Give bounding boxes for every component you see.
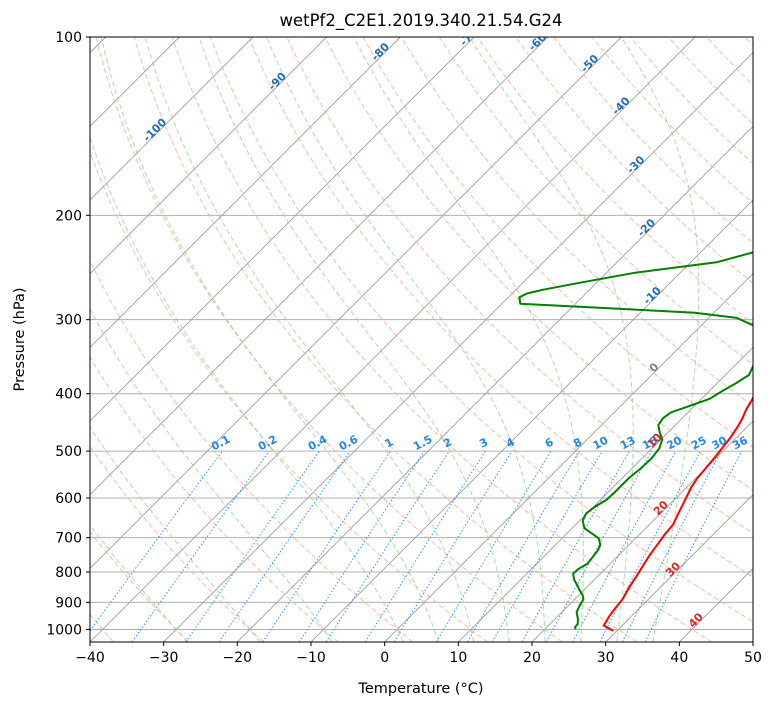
y-tick-label: 900 (55, 595, 82, 611)
moist-adiabat-line (620, 37, 700, 642)
isotherm-line (237, 125, 753, 642)
temperature-line (602, 395, 753, 632)
mixing-ratio-line (599, 450, 701, 642)
mixing-ratio-line (90, 450, 223, 632)
dry-adiabat-line (324, 37, 753, 491)
dry-adiabat-line (171, 37, 712, 642)
isotherm-line (458, 346, 753, 642)
isotherm-line (90, 37, 475, 422)
moist-adiabat-line (198, 37, 510, 642)
moist-adiabat-line (100, 37, 439, 642)
dry-adiabat-line (95, 37, 563, 642)
mixing-ratio-label: 13 (618, 434, 638, 453)
x-tick-label: 10 (449, 650, 467, 666)
x-axis-title: Temperature (°C) (357, 681, 483, 697)
dry-adiabat-line (90, 531, 190, 642)
mixing-ratio-label: 20 (664, 434, 684, 453)
mixing-ratio-label: 16 (640, 434, 660, 453)
x-tick-label: −10 (296, 650, 326, 666)
mixing-ratio-line (572, 450, 677, 642)
mixing-ratio-label: 36 (730, 434, 750, 453)
y-tick-label: 600 (55, 491, 82, 507)
dry-adiabat-line (90, 356, 339, 642)
dry-adiabat-line (133, 37, 638, 642)
y-tick-label: 200 (55, 208, 82, 224)
x-tick-label: −40 (75, 650, 105, 666)
dry-adiabat-line (591, 37, 753, 204)
chart-title: wetPf2_C2E1.2019.340.21.54.G24 (279, 11, 562, 31)
profile-series-layer (518, 251, 753, 632)
y-tick-label: 800 (55, 565, 82, 581)
isotherm-line (90, 37, 622, 569)
moist-adiabat-line (90, 135, 404, 642)
mixing-ratio-line (621, 450, 722, 642)
isotherm-line (90, 37, 401, 348)
dry-adiabat-line (362, 37, 753, 449)
isotherm-line (90, 37, 696, 642)
mixing-ratio-line (521, 450, 630, 642)
x-tick-label: −30 (149, 650, 179, 666)
mixing-ratio-line (325, 450, 450, 642)
x-tick-label: 20 (523, 650, 541, 666)
isotherm-line (90, 37, 548, 496)
moist-adiabat-line (266, 37, 546, 642)
dry-adiabat-line (477, 37, 753, 325)
mixing-ratio-line (298, 450, 425, 642)
dry-adiabat-line (90, 150, 488, 642)
moist-adiabat-line (90, 426, 261, 642)
x-tick-label: 30 (597, 650, 615, 666)
x-tick-label: 50 (744, 650, 762, 666)
y-tick-label: 700 (55, 531, 82, 547)
mixing-ratio-line (435, 450, 552, 642)
mixing-ratio-line (262, 450, 392, 642)
isotherm-line (531, 420, 753, 642)
dry-adiabat-line (438, 37, 753, 366)
moist-adiabat-line (144, 37, 475, 642)
dry-adiabat-line (286, 37, 753, 534)
axes-layer: −40 −30 −20 −10 0 10 20 30 40 50 100 200 300 400 500 60… (46, 30, 762, 666)
x-tick-label: 40 (670, 650, 688, 666)
isotherm-line (163, 52, 753, 642)
y-tick-label: 100 (55, 30, 82, 46)
dry-adiabat-line (210, 37, 753, 623)
mixing-ratio-line (393, 450, 513, 642)
moist-adiabat-line (90, 308, 333, 642)
dry-adiabat-label: -70 (457, 25, 480, 48)
mixing-ratio-label: 25 (689, 434, 709, 453)
isotherm-line (384, 273, 753, 642)
mixing-ratio-line (131, 450, 270, 642)
dry-adiabat-line (553, 37, 753, 244)
mixing-ratio-line (185, 450, 320, 642)
isotherm-line (90, 37, 327, 275)
mixing-ratio-line (644, 450, 743, 642)
y-tick-label: 300 (55, 313, 82, 329)
x-tick-label: 0 (380, 650, 389, 666)
dry-adiabat-line (90, 259, 414, 642)
plot-frame (89, 36, 754, 643)
dewpoint-line (518, 251, 753, 630)
y-axis-title: Pressure (hPa) (12, 287, 28, 391)
mixing-ratio-line (364, 450, 486, 642)
isotherm-line (90, 37, 254, 201)
plot-grid-layer (90, 37, 753, 642)
mixing-ratio-label: 10 (591, 434, 611, 453)
mixing-ratio-line (218, 450, 351, 642)
isotherm-line (605, 494, 753, 642)
y-tick-label: 500 (55, 444, 82, 460)
x-tick-label: −20 (223, 650, 253, 666)
y-tick-label: 1000 (46, 622, 82, 638)
mixing-ratio-label: 30 (710, 434, 730, 453)
y-tick-label: 400 (55, 387, 82, 403)
dry-adiabat-line (400, 37, 753, 407)
dry-adiabat-line (248, 37, 753, 578)
